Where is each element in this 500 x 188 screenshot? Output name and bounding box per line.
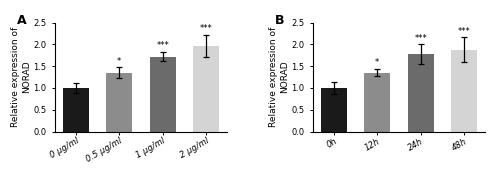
Y-axis label: Relative expression of
NORAD: Relative expression of NORAD bbox=[10, 27, 31, 127]
Text: A: A bbox=[17, 14, 27, 27]
Bar bbox=[150, 57, 176, 132]
Text: ***: *** bbox=[458, 27, 470, 36]
Bar bbox=[451, 50, 477, 132]
Bar bbox=[364, 73, 390, 132]
Bar bbox=[63, 88, 89, 132]
Bar bbox=[106, 73, 132, 132]
Bar bbox=[321, 88, 347, 132]
Bar bbox=[193, 46, 219, 132]
Text: B: B bbox=[275, 14, 284, 27]
Text: ***: *** bbox=[414, 34, 427, 43]
Y-axis label: Relative expression of
NORAD: Relative expression of NORAD bbox=[268, 27, 289, 127]
Text: ***: *** bbox=[200, 24, 212, 33]
Bar bbox=[408, 54, 434, 132]
Text: *: * bbox=[375, 58, 380, 67]
Text: *: * bbox=[117, 57, 121, 66]
Text: ***: *** bbox=[156, 42, 169, 50]
